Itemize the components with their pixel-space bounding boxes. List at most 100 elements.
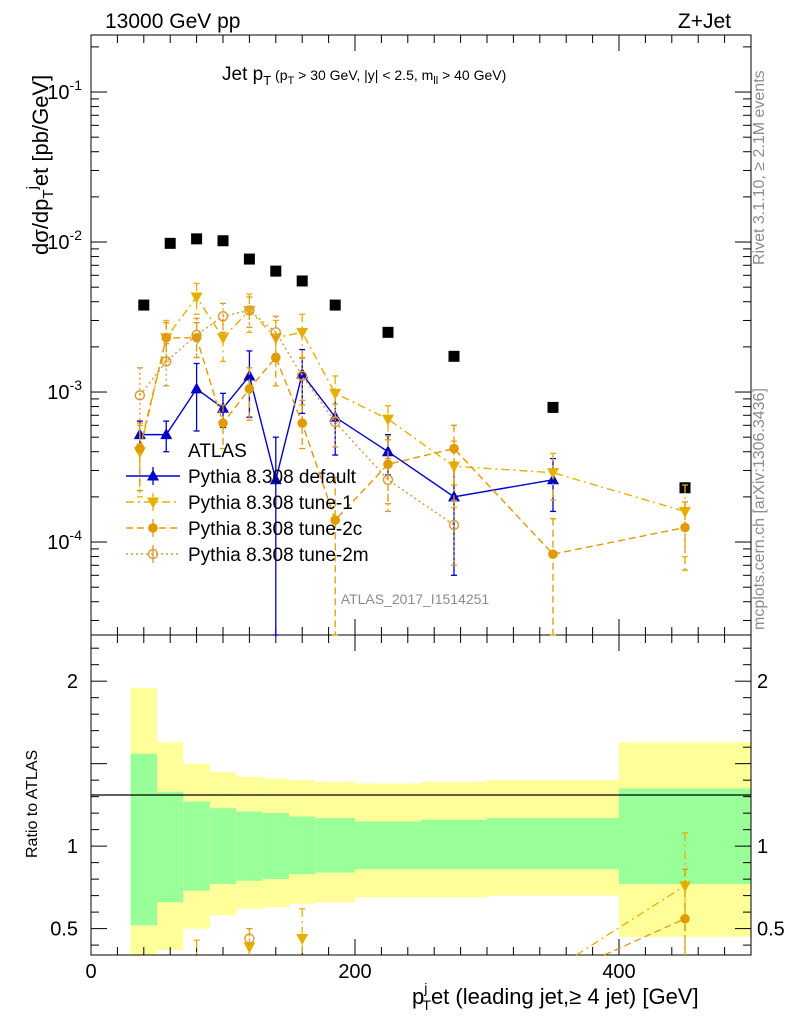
data-point bbox=[190, 382, 203, 394]
series-tune2c bbox=[135, 322, 690, 636]
data-point bbox=[217, 333, 229, 345]
ratio-point bbox=[243, 942, 256, 954]
data-point bbox=[297, 370, 308, 382]
data-point bbox=[382, 326, 394, 338]
rivet-label: Rivet 3.1.10, ≥ 2.1M events bbox=[751, 70, 768, 265]
data-point bbox=[382, 414, 394, 426]
legend: ATLAS Pythia 8.308 default Pythia 8.308 tu… bbox=[126, 441, 369, 566]
ratio-band-inner bbox=[315, 818, 355, 873]
y-tick-label-ratio-right: 1 bbox=[757, 836, 768, 858]
data-point bbox=[296, 327, 309, 339]
data-point bbox=[191, 332, 202, 343]
ratio-point bbox=[296, 934, 309, 946]
x-tick-label: 200 bbox=[338, 961, 371, 983]
data-point bbox=[448, 461, 460, 473]
data-point bbox=[382, 474, 394, 485]
axis-ticks bbox=[90, 35, 752, 955]
data-point bbox=[448, 350, 460, 362]
data-point bbox=[329, 388, 342, 400]
data-point bbox=[218, 418, 228, 428]
data-point bbox=[269, 473, 282, 485]
data-point bbox=[244, 384, 255, 394]
y-tick-label-ratio-right: 2 bbox=[757, 671, 768, 693]
data-point bbox=[217, 311, 229, 322]
data-point bbox=[296, 275, 308, 287]
data-point bbox=[134, 390, 146, 401]
ratio-band-inner bbox=[289, 816, 316, 875]
data-point bbox=[161, 356, 172, 367]
data-point bbox=[191, 329, 202, 341]
legend-marker bbox=[147, 469, 159, 481]
data-point bbox=[244, 305, 255, 316]
ratio-series bbox=[193, 832, 691, 956]
ratio-band-inner bbox=[183, 801, 210, 891]
y-tick-label: 10-4 bbox=[47, 527, 82, 554]
data-point bbox=[160, 428, 173, 440]
collider-label: 13000 GeV pp bbox=[105, 10, 240, 33]
main-series bbox=[133, 233, 691, 636]
ratio-line bbox=[604, 918, 686, 956]
data-point bbox=[330, 416, 341, 428]
data-point bbox=[271, 352, 281, 363]
data-point bbox=[448, 519, 460, 531]
analysis-label: ATLAS_2017_I1514251 bbox=[341, 591, 490, 607]
data-point bbox=[190, 292, 203, 304]
process-label: Z+Jet bbox=[678, 10, 731, 33]
ratio-point bbox=[244, 933, 255, 944]
data-point bbox=[270, 327, 281, 338]
ratio-uncertainty-bands bbox=[130, 687, 751, 955]
legend-label: Pythia 8.308 default bbox=[188, 467, 357, 488]
data-point bbox=[680, 522, 690, 533]
ratio-band-inner bbox=[130, 753, 157, 926]
y-axis-label-ratio: Ratio to ATLAS bbox=[24, 750, 41, 858]
series-tune1 bbox=[133, 282, 691, 558]
x-axis-label: pj Tet (leading jet,≥ 4 jet) [GeV] bbox=[412, 980, 699, 1013]
mcplots-label: mcplots.cern.ch [arXiv:1306.3436] bbox=[751, 388, 768, 630]
legend-label: Pythia 8.308 tune-2c bbox=[188, 519, 362, 540]
data-point bbox=[296, 367, 309, 379]
ratio-band-inner bbox=[157, 791, 184, 903]
data-point bbox=[548, 549, 558, 559]
ratio-band-inner bbox=[262, 813, 289, 880]
data-point bbox=[217, 235, 229, 247]
legend-label: Pythia 8.308 tune-1 bbox=[188, 493, 353, 514]
data-point bbox=[243, 369, 256, 381]
y-tick-label-ratio: 2 bbox=[67, 671, 78, 693]
data-point bbox=[138, 299, 150, 311]
data-point bbox=[161, 332, 172, 343]
ratio-band-inner bbox=[487, 818, 619, 870]
ratio-band-inner bbox=[209, 808, 237, 885]
y-tick-label-ratio-right: 0.5 bbox=[757, 919, 785, 941]
data-point bbox=[329, 299, 341, 311]
data-point bbox=[191, 233, 203, 245]
legend-label: Pythia 8.308 tune-2m bbox=[188, 545, 369, 566]
y-axis-label-main: dσ/dpTjet [pb/GeV] bbox=[24, 75, 57, 255]
y-tick-label-ratio: 1 bbox=[67, 836, 78, 858]
data-point bbox=[135, 443, 145, 454]
data-point bbox=[449, 443, 459, 454]
ratio-band-inner bbox=[421, 819, 487, 870]
series-tune2m bbox=[134, 296, 460, 566]
data-point bbox=[297, 418, 308, 428]
legend-marker bbox=[147, 497, 159, 509]
data-point bbox=[547, 468, 559, 480]
y-tick-label: 10-2 bbox=[47, 227, 82, 254]
data-point bbox=[679, 506, 691, 518]
ratio-band-inner bbox=[355, 821, 421, 870]
data-point bbox=[382, 445, 394, 457]
data-point bbox=[243, 305, 256, 317]
axis-tick-labels: 0 200 400 10-4 10-3 10-2 10-1 0.5 0.5 1 1 2 2 bbox=[47, 77, 785, 983]
y-tick-label: 10-1 bbox=[47, 77, 82, 104]
ratio-line bbox=[575, 885, 686, 956]
x-tick-label: 0 bbox=[85, 961, 96, 983]
x-tick-label: 400 bbox=[602, 961, 635, 983]
legend-marker bbox=[148, 523, 158, 533]
y-tick-label: 10-3 bbox=[47, 377, 82, 404]
legend-label: ATLAS bbox=[188, 441, 247, 462]
ratio-band-inner bbox=[236, 811, 263, 881]
data-point bbox=[243, 253, 255, 265]
plot-title: Jet pT (pT > 30 GeV, |y| < 2.5, mll > 40… bbox=[222, 64, 506, 88]
legend-marker bbox=[147, 548, 159, 560]
y-tick-label-ratio: 0.5 bbox=[50, 919, 78, 941]
